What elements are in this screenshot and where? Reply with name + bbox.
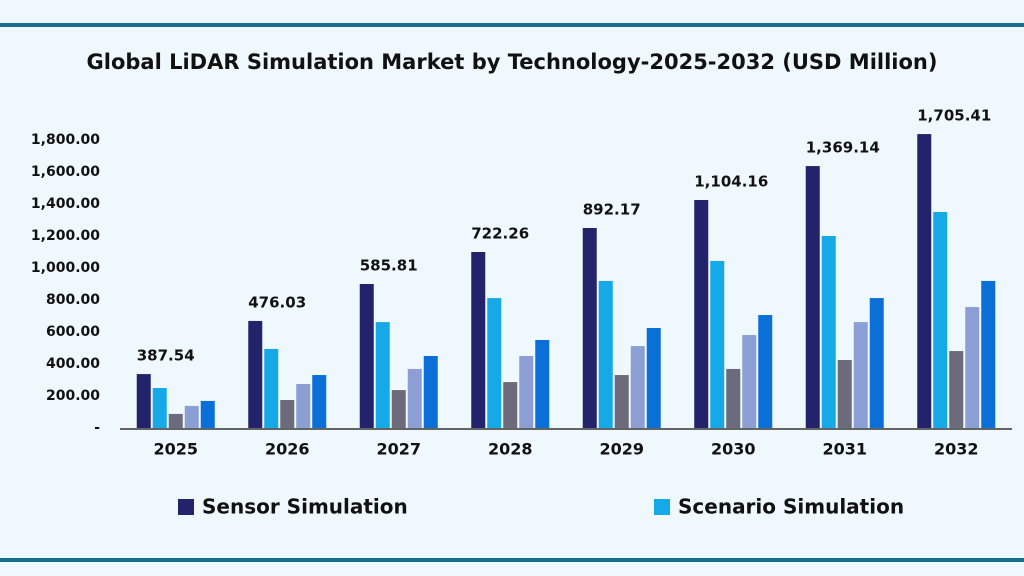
bar: [965, 307, 980, 428]
bar: [869, 298, 884, 428]
legend-swatch: [178, 499, 194, 515]
bar: [184, 405, 199, 428]
bar: [296, 384, 311, 428]
y-tick-label: 1,000.00: [31, 260, 100, 276]
bar: [853, 322, 868, 428]
bar: [837, 360, 852, 428]
bar: [917, 134, 932, 428]
x-tick-label: 2029: [599, 440, 644, 459]
bar: [487, 298, 502, 428]
bar: [264, 348, 279, 428]
bar: [519, 356, 534, 428]
y-tick-label: 800.00: [46, 292, 100, 308]
chart-title: Global LiDAR Simulation Market by Techno…: [87, 50, 938, 74]
bar: [710, 260, 725, 428]
bar: [582, 228, 597, 428]
group-label: 1,369.14: [806, 139, 880, 157]
bar: [535, 340, 550, 428]
x-tick-label: 2028: [488, 440, 533, 459]
y-tick-label: 600.00: [46, 324, 100, 340]
group-label: 892.17: [583, 201, 641, 219]
legend-label: Scenario Simulation: [678, 495, 904, 519]
group-label: 1,705.41: [917, 107, 991, 125]
legend-label: Sensor Simulation: [202, 495, 408, 519]
y-tick-label: -: [94, 420, 100, 436]
bar: [280, 400, 295, 428]
x-tick-label: 2025: [153, 440, 198, 459]
bar: [646, 328, 661, 428]
bar: [821, 236, 836, 428]
bar: [805, 166, 820, 428]
y-tick-label: 200.00: [46, 388, 100, 404]
bar: [471, 252, 486, 428]
group-label: 387.54: [137, 347, 195, 365]
bar: [503, 382, 518, 428]
bar: [248, 320, 263, 428]
bar: [168, 413, 183, 428]
x-tick-label: 2026: [265, 440, 310, 459]
bar: [136, 374, 151, 428]
bar: [742, 335, 757, 428]
x-tick-label: 2030: [711, 440, 756, 459]
bar: [726, 368, 741, 428]
bar: [312, 375, 327, 428]
group-label: 476.03: [248, 293, 306, 311]
bar: [933, 212, 948, 428]
bar: [694, 200, 709, 428]
group-label: 1,104.16: [694, 173, 768, 191]
x-tick-label: 2027: [376, 440, 421, 459]
bar: [614, 375, 629, 428]
bar: [407, 368, 422, 428]
bottom-rule: [0, 558, 1024, 562]
bar: [981, 280, 996, 428]
y-tick-label: 1,400.00: [31, 196, 100, 212]
bar: [630, 346, 645, 428]
y-tick-label: 1,600.00: [31, 164, 100, 180]
bar: [423, 356, 438, 428]
bar: [200, 400, 215, 428]
bar: [375, 322, 390, 428]
x-tick-label: 2031: [822, 440, 867, 459]
top-rule: [0, 23, 1024, 27]
x-tick-label: 2032: [934, 440, 979, 459]
y-tick-label: 1,800.00: [31, 132, 100, 148]
legend-swatch: [654, 499, 670, 515]
y-tick-label: 400.00: [46, 356, 100, 372]
bar: [598, 280, 613, 428]
bar: [758, 315, 773, 428]
group-label: 585.81: [360, 257, 418, 275]
bar: [949, 351, 964, 428]
group-label: 722.26: [471, 225, 529, 243]
bar: [359, 284, 374, 428]
bar: [152, 388, 167, 428]
y-tick-label: 1,200.00: [31, 228, 100, 244]
bar: [391, 390, 406, 428]
